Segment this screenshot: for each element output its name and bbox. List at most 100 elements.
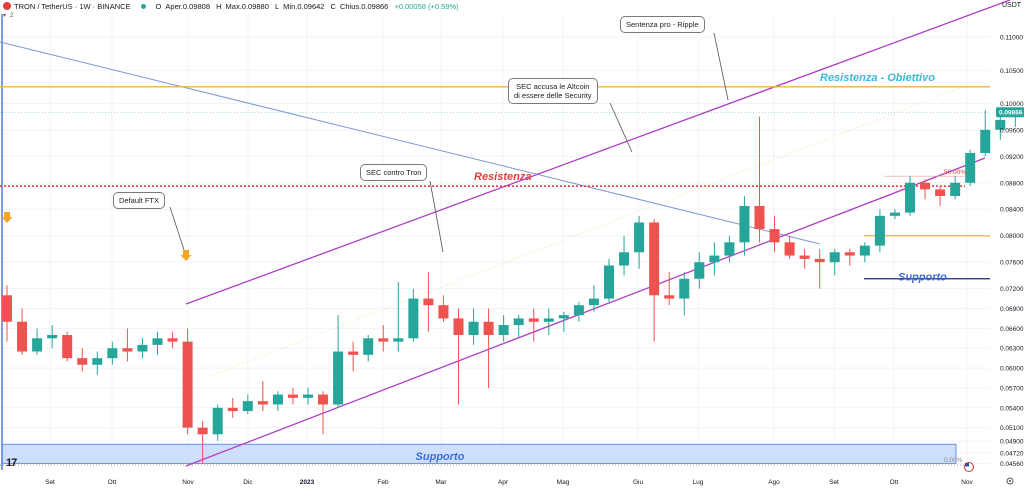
x-axis[interactable]: Set Ott Nov Dic 2023 Feb Mar Apr Mag Giu Lug Ago Set…: [45, 479, 973, 486]
symbol-title[interactable]: TRON / TetherUS · 1W · BINANCE: [14, 1, 131, 11]
candle-body: [889, 212, 900, 216]
candle-body: [227, 407, 238, 412]
currency-label: USDT: [1002, 2, 1022, 9]
indicators-toggle[interactable]: ▾ 2: [3, 12, 14, 19]
annotation-default-ftx: Default FTX: [113, 192, 166, 209]
us-flag-icon: [964, 462, 974, 472]
candle-body: [859, 245, 870, 256]
candle-body: [408, 298, 419, 339]
candle-body: [378, 338, 389, 342]
descending-trendline: [0, 41, 821, 245]
candle-body: [438, 305, 449, 319]
y-tick-label: 0.06300: [1000, 346, 1024, 353]
x-tick-label: Ott: [108, 479, 117, 486]
y-tick-label: 0.05100: [1000, 425, 1024, 432]
annotation-sec-altcoin: SEC accusa le Altcoin di essere delle Sec…: [508, 78, 598, 104]
open-label: O: [155, 1, 162, 11]
candle-body: [965, 152, 976, 183]
support-zone-box: [1, 443, 957, 464]
ohlc-values: O Aper.0.09808 H Max.0.09880 L Min.0.09642 …: [156, 2, 463, 11]
candle-body: [513, 318, 524, 326]
fib-trend-line: [204, 87, 961, 379]
support-zone-label: Supporto: [416, 451, 465, 463]
candle-body: [724, 242, 735, 256]
annotation-sec-tron: SEC contro Tron: [360, 164, 428, 181]
settings-gear-icon[interactable]: [1006, 477, 1014, 485]
markers-layer: [1, 212, 192, 261]
y-tick-label: 0.06600: [1000, 326, 1024, 333]
candle-body: [528, 318, 539, 322]
y-tick-label: 0.08800: [1000, 180, 1024, 187]
candle-body: [107, 348, 118, 359]
market-status-dot-icon: [140, 3, 146, 9]
x-tick-label: Feb: [377, 479, 389, 486]
y-axis[interactable]: 0.11000 0.10500 0.10000 0.09600 0.09200 0.088…: [996, 35, 1024, 468]
y-tick-label: 0.09200: [1000, 154, 1024, 161]
y-tick-label: 0.06900: [1000, 306, 1024, 313]
candle-body: [769, 229, 780, 243]
candle-body: [980, 129, 991, 153]
close-value: Chius.0.09866: [339, 1, 389, 11]
low-value: Min.0.09642: [283, 1, 325, 11]
indicator-count: 2: [10, 12, 14, 19]
level-labels-layer: Resistenza - Obiettivo Resistenza Suppor…: [474, 72, 966, 464]
low-label: L: [275, 1, 280, 11]
candle-body: [468, 321, 479, 335]
x-tick-label: Mag: [557, 479, 570, 486]
y-tick-label: 0.10000: [1000, 101, 1024, 108]
candle-body: [303, 394, 313, 398]
candle-body: [739, 205, 750, 243]
candle-body: [393, 338, 404, 342]
y-tick-label: 0.04720: [1000, 450, 1024, 457]
candle-body: [318, 394, 329, 405]
fib-0-label: 0.00%: [944, 457, 963, 464]
annotation-leader-ripple: [713, 32, 729, 101]
tradingview-logo: 17: [6, 457, 17, 469]
candle-body: [573, 305, 584, 316]
candle-body: [92, 358, 103, 365]
candle-body: [905, 182, 915, 213]
candle-body: [333, 351, 344, 405]
open-value: Aper.0.09808: [165, 1, 211, 11]
candle-body: [483, 321, 494, 335]
candle-body: [634, 222, 645, 253]
x-tick-label: Lug: [693, 479, 704, 486]
high-value: Max.0.09880: [225, 1, 269, 11]
trend-lines-layer: [0, 0, 1011, 470]
resistance-label: Resistenza: [474, 171, 531, 183]
y-tick-label: 0.04900: [1000, 438, 1024, 445]
candle-body: [2, 295, 12, 322]
change-value: +0.00058 (+0.59%): [394, 1, 459, 11]
close-label: C: [330, 1, 336, 11]
x-tick-label: Mar: [435, 479, 447, 486]
y-tick-label: 0.09600: [1000, 127, 1024, 134]
candle-body: [950, 182, 961, 197]
candle-body: [257, 401, 268, 405]
candle-body: [694, 262, 705, 279]
last-price-tag-label: 0.09866: [999, 110, 1023, 117]
y-tick-label: 0.04560: [1000, 461, 1024, 468]
resistance-target-label: Resistenza - Obiettivo: [820, 72, 935, 84]
high-label: H: [216, 1, 222, 11]
candle-body: [784, 242, 795, 256]
candle-body: [212, 407, 223, 435]
candle-body: [799, 255, 810, 259]
x-tick-label: Nov: [961, 479, 973, 486]
candle-body: [363, 338, 374, 355]
candle-body: [47, 334, 58, 339]
candle-body: [664, 295, 675, 299]
candle-body: [679, 278, 690, 299]
y-tick-label: 0.10500: [1000, 68, 1024, 75]
candle-body: [619, 252, 630, 266]
x-tick-label: Set: [45, 479, 55, 486]
tron-logo-icon: [3, 2, 11, 10]
y-tick-label: 0.05700: [1000, 385, 1024, 392]
annotation-leader-altcoin: [609, 102, 633, 153]
x-tick-label: Nov: [182, 479, 194, 486]
candle-body: [167, 338, 178, 342]
candle-body: [77, 358, 88, 365]
candle-body: [182, 341, 193, 428]
x-tick-label: 2023: [300, 479, 315, 486]
annotation-leader-tron: [429, 180, 444, 253]
